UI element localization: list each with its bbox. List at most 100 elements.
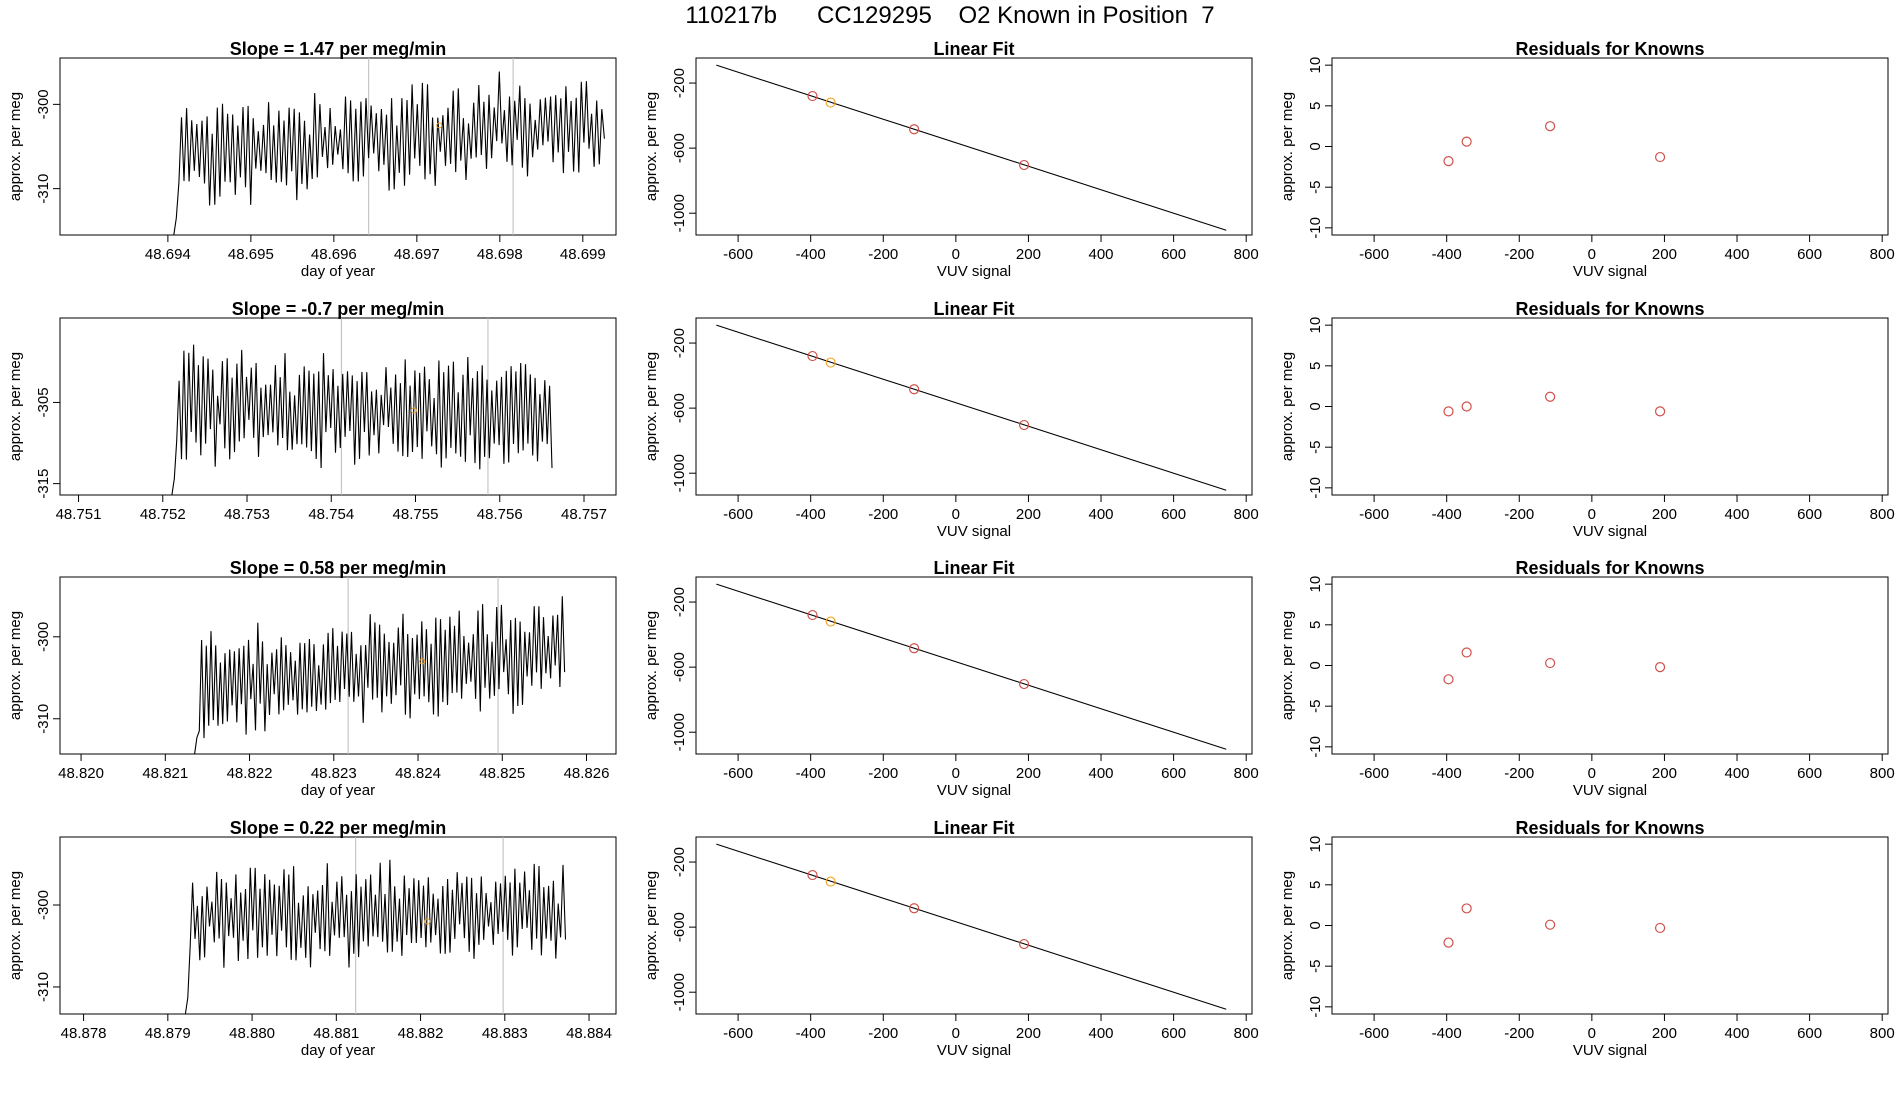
panel-4-fit-title: Linear Fit xyxy=(933,818,1014,838)
panel-2-residuals-point xyxy=(1461,401,1472,412)
panel-1-timeseries-xtick-label: 48.699 xyxy=(560,246,606,263)
panel-3-residuals-ytick-label: -5 xyxy=(1307,699,1324,712)
panel-4-fit-frame xyxy=(695,836,1253,1015)
panel-3-fit-ytick-label: -1000 xyxy=(671,713,688,751)
panel-2-fit-xtick-label: -400 xyxy=(796,506,826,523)
panel-1-residuals-point xyxy=(1545,121,1556,132)
panel-1-timeseries-series-line xyxy=(173,71,605,235)
panel-2-fit-point xyxy=(825,357,836,368)
panel-4-timeseries-xtick-label: 48.883 xyxy=(482,1025,528,1042)
panel-2-fit-point xyxy=(1018,419,1030,431)
panel-1-timeseries-xtick-label: 48.694 xyxy=(145,246,191,263)
panel-4-fit-ytick-label: -1000 xyxy=(671,973,688,1011)
panel-3-residuals-xtick-label: 400 xyxy=(1725,765,1750,782)
panel-1-residuals-ytick-label: 10 xyxy=(1307,57,1324,74)
panel-4-fit-fit-line xyxy=(716,843,1227,1010)
panel-2-timeseries-xtick-label: 48.752 xyxy=(140,506,186,523)
panel-3-timeseries-ytick-label: -310 xyxy=(35,704,52,734)
panel-1-timeseries-xtick-label: 48.696 xyxy=(311,246,357,263)
panel-2-residuals-xtick-label: 0 xyxy=(1588,506,1596,523)
panel-4-residuals-xtick-label: -600 xyxy=(1359,1025,1389,1042)
panel-1-residuals-ytick-label: -10 xyxy=(1307,217,1324,239)
panel-1-fit-xtick-label: 400 xyxy=(1089,246,1114,263)
panel-4-residuals-title: Residuals for Knowns xyxy=(1515,818,1704,838)
panel-1-fit-xtick-label: -600 xyxy=(723,246,753,263)
panel-2-fit-ytick-label: -1000 xyxy=(671,454,688,492)
panel-1-timeseries-xtick-label: 48.697 xyxy=(394,246,440,263)
panel-2-fit-ytick-label: -600 xyxy=(671,393,688,423)
panel-2-timeseries-title: Slope = -0.7 per meg/min xyxy=(232,299,445,319)
panel-1-timeseries-xlabel: day of year xyxy=(301,263,375,280)
panel-2-timeseries-series-line xyxy=(171,344,553,495)
panel-2-fit-xtick-label: 0 xyxy=(952,506,960,523)
panel-4-fit-ytick-label: -600 xyxy=(671,912,688,942)
panel-2-residuals-ylabel: approx. per meg xyxy=(1279,352,1296,461)
panel-3-residuals-xtick-label: 0 xyxy=(1588,765,1596,782)
panel-3-residuals-point xyxy=(1545,657,1556,669)
panel-3-fit-frame xyxy=(695,576,1253,755)
panel-2-residuals-xtick-label: -600 xyxy=(1359,506,1389,523)
panel-1-residuals-xtick-label: 400 xyxy=(1725,246,1750,263)
panel-2-residuals-point xyxy=(1443,406,1454,417)
panel-1-timeseries-xtick-label: 48.695 xyxy=(228,246,274,263)
panel-3-fit-fit-line xyxy=(716,583,1227,750)
panel-3-residuals-ytick-label: 5 xyxy=(1307,621,1324,629)
panel-2-timeseries-xtick-label: 48.756 xyxy=(477,506,523,523)
panel-4-timeseries-series-line xyxy=(184,859,567,1014)
panel-1-fit-point xyxy=(909,124,920,135)
panel-2-residuals-ytick-label: 0 xyxy=(1307,402,1324,410)
panel-3-timeseries-ylabel: approx. per meg xyxy=(7,611,24,720)
panel-2-residuals-xtick-label: 400 xyxy=(1725,506,1750,523)
panel-4-residuals-ytick-label: 5 xyxy=(1307,881,1324,889)
panel-2-residuals-xtick-label: -400 xyxy=(1432,506,1462,523)
panel-1-fit-point xyxy=(807,90,818,102)
panel-2-fit-point xyxy=(909,384,920,395)
panel-1-residuals-xtick-label: 800 xyxy=(1870,246,1895,263)
panel-2-fit-title: Linear Fit xyxy=(933,299,1014,319)
panel-4-timeseries-xlabel: day of year xyxy=(301,1042,375,1059)
panel-4-residuals-frame xyxy=(1331,836,1889,1015)
panel-4-residuals-xlabel: VUV signal xyxy=(1573,1042,1647,1059)
panel-1-residuals-ytick-label: 5 xyxy=(1307,102,1324,110)
panel-3-residuals-point xyxy=(1654,662,1666,673)
panel-2-residuals-xtick-label: -200 xyxy=(1504,506,1534,523)
panel-1-fit-ytick-label: -200 xyxy=(671,68,688,98)
panel-3-timeseries-title: Slope = 0.58 per meg/min xyxy=(230,558,447,578)
panel-3-timeseries-highlight-point xyxy=(419,658,426,665)
panel-3-residuals-xtick-label: 800 xyxy=(1870,765,1895,782)
panel-4-timeseries-ylabel: approx. per meg xyxy=(7,871,24,980)
panel-4-timeseries-xtick-label: 48.878 xyxy=(61,1025,107,1042)
panel-1-timeseries-ytick-label: -300 xyxy=(35,89,52,119)
panel-4-fit-ytick-label: -200 xyxy=(671,847,688,877)
panel-1-fit-ylabel: approx. per meg xyxy=(643,92,660,201)
panel-4-timeseries-xtick-label: 48.884 xyxy=(566,1025,612,1042)
panel-3-residuals-frame xyxy=(1331,576,1889,755)
panel-1-residuals-xtick-label: 600 xyxy=(1797,246,1822,263)
panel-2-residuals-xtick-label: 600 xyxy=(1797,506,1822,523)
panel-4-timeseries-ytick-label: -300 xyxy=(35,890,52,920)
panel-2-fit-ylabel: approx. per meg xyxy=(643,352,660,461)
panel-2-residuals-ytick-label: -5 xyxy=(1307,440,1324,453)
panel-3-fit-xtick-label: 800 xyxy=(1234,765,1259,782)
panel-1-timeseries-ylabel: approx. per meg xyxy=(7,92,24,201)
panel-3-timeseries-xtick-label: 48.820 xyxy=(58,765,104,782)
panel-3-fit-ylabel: approx. per meg xyxy=(643,611,660,720)
panel-3-fit-xtick-label: -400 xyxy=(796,765,826,782)
panel-3-fit-point xyxy=(807,609,818,621)
panel-4-fit-xtick-label: 200 xyxy=(1016,1025,1041,1042)
panel-3-residuals-xlabel: VUV signal xyxy=(1573,782,1647,799)
panel-4-residuals-ytick-label: -5 xyxy=(1307,959,1324,972)
panel-2-timeseries-xtick-label: 48.754 xyxy=(308,506,354,523)
panel-3-timeseries-xtick-label: 48.822 xyxy=(227,765,273,782)
panel-1-residuals-ytick-label: 0 xyxy=(1307,142,1324,150)
panel-3-residuals-xtick-label: -200 xyxy=(1504,765,1534,782)
panel-2-fit-xtick-label: 600 xyxy=(1161,506,1186,523)
panel-3-residuals-xtick-label: 200 xyxy=(1652,765,1677,782)
panel-4-timeseries-frame xyxy=(59,836,617,1015)
panel-3-fit-point xyxy=(825,616,836,627)
panel-1-residuals-xtick-label: -200 xyxy=(1504,246,1534,263)
panel-4-fit-xtick-label: 400 xyxy=(1089,1025,1114,1042)
panel-1-residuals-point xyxy=(1654,151,1666,163)
panel-1-residuals-title: Residuals for Knowns xyxy=(1515,39,1704,59)
panel-1-residuals-xtick-label: 200 xyxy=(1652,246,1677,263)
